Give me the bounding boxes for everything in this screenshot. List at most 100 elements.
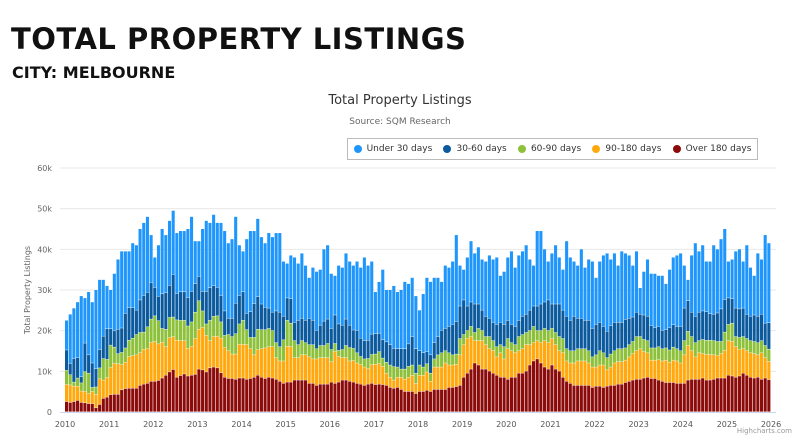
bar-over-180-days — [94, 407, 98, 412]
bar-over-180-days — [79, 402, 83, 412]
bar-30-60-days — [660, 330, 664, 349]
bar-90-180-days — [112, 363, 116, 395]
bar-60-90-days — [248, 337, 252, 349]
legend-item-60-90[interactable]: 60-90 days — [517, 144, 581, 154]
bar-over-180-days — [418, 391, 422, 412]
bar-under-30-days — [87, 292, 91, 355]
bar-90-180-days — [193, 338, 197, 375]
bar-under-30-days — [623, 253, 627, 320]
bar-30-60-days — [270, 312, 274, 331]
bar-under-30-days — [296, 263, 300, 321]
bar-30-60-days — [278, 312, 282, 347]
bar-30-60-days — [373, 333, 377, 354]
bar-under-30-days — [123, 251, 127, 314]
bar-under-30-days — [528, 259, 532, 310]
bar-60-90-days — [701, 339, 705, 354]
bar-90-180-days — [241, 344, 245, 378]
bar-30-60-days — [594, 324, 598, 355]
bar-90-180-days — [638, 348, 642, 380]
bar-30-60-days — [745, 314, 749, 339]
bar-30-60-days — [572, 316, 576, 351]
bar-over-180-days — [267, 377, 271, 412]
bar-under-30-days — [204, 220, 208, 292]
legend-item-over-180[interactable]: Over 180 days — [672, 144, 751, 154]
bar-90-180-days — [65, 384, 69, 402]
bar-90-180-days — [145, 348, 149, 384]
bar-30-60-days — [145, 292, 149, 327]
bar-over-180-days — [737, 376, 741, 412]
bar-60-90-days — [668, 350, 672, 362]
bar-90-180-days — [524, 344, 528, 371]
legend-item-30-60[interactable]: 30-60 days — [443, 144, 507, 154]
bar-90-180-days — [509, 351, 514, 378]
bar-60-90-days — [704, 340, 708, 355]
bar-30-60-days — [451, 324, 455, 355]
bar-60-90-days — [76, 378, 80, 386]
bar-under-30-days — [182, 231, 186, 292]
bar-90-180-days — [160, 342, 164, 378]
bar-30-60-days — [263, 307, 267, 330]
bar-60-90-days — [120, 352, 124, 365]
bar-over-180-days — [381, 384, 385, 412]
bar-over-180-days — [311, 383, 315, 412]
bar-over-180-days — [473, 363, 477, 412]
bar-60-90-days — [587, 351, 591, 363]
bar-over-180-days — [116, 394, 120, 412]
bar-under-30-days — [690, 255, 694, 312]
bar-60-90-days — [458, 338, 462, 355]
bar-90-180-days — [616, 361, 620, 384]
bar-60-90-days — [123, 348, 127, 362]
bar-90-180-days — [87, 393, 91, 404]
bar-over-180-days — [377, 384, 381, 412]
bar-over-180-days — [366, 384, 370, 412]
bar-90-180-days — [267, 346, 271, 378]
y-tick-label: 10k — [37, 367, 52, 376]
bar-90-180-days — [682, 355, 686, 384]
bar-30-60-days — [561, 310, 565, 339]
bar-60-90-days — [616, 348, 620, 362]
bar-30-60-days — [469, 302, 473, 327]
legend-label: 30-60 days — [456, 144, 507, 154]
bar-90-180-days — [704, 354, 708, 380]
bar-over-180-days — [741, 373, 745, 412]
bar-over-180-days — [160, 378, 164, 412]
bar-under-30-days — [145, 216, 149, 293]
bar-under-30-days — [767, 243, 771, 323]
bar-60-90-days — [326, 343, 330, 358]
bar-30-60-days — [348, 325, 352, 348]
legend-item-90-180[interactable]: 90-180 days — [592, 144, 661, 154]
bar-under-30-days — [65, 320, 69, 350]
bar-60-90-days — [329, 349, 333, 362]
x-tick-label: 2025 — [717, 420, 737, 429]
bar-under-30-days — [693, 243, 697, 317]
bar-30-60-days — [620, 322, 624, 349]
bar-60-90-days — [98, 368, 102, 379]
bar-90-180-days — [436, 367, 440, 390]
bar-60-90-days — [373, 354, 377, 365]
bar-60-90-days — [134, 334, 138, 355]
bar-under-30-days — [333, 275, 337, 315]
bar-60-90-days — [623, 348, 627, 360]
bar-30-60-days — [322, 321, 326, 346]
bar-60-90-days — [230, 336, 234, 354]
bar-under-30-days — [377, 281, 381, 334]
highcharts-credit[interactable]: Highcharts.com — [736, 427, 792, 435]
bar-over-180-days — [373, 384, 377, 412]
bar-over-180-days — [223, 377, 227, 412]
bar-30-60-days — [557, 304, 561, 337]
bar-under-30-days — [418, 310, 422, 351]
bar-30-60-days — [318, 325, 322, 346]
bar-60-90-days — [572, 351, 576, 363]
bar-60-90-days — [164, 329, 168, 347]
bar-over-180-days — [543, 367, 547, 412]
bar-under-30-days — [201, 229, 205, 292]
legend-dot-icon — [517, 145, 526, 153]
bar-90-180-days — [708, 354, 712, 380]
bar-over-180-days — [634, 379, 639, 412]
bar-30-60-days — [528, 310, 532, 331]
bar-30-60-days — [616, 322, 620, 349]
bar-90-180-days — [712, 355, 716, 380]
legend-item-under-30[interactable]: Under 30 days — [353, 144, 432, 154]
bar-over-180-days — [326, 384, 330, 412]
bar-60-90-days — [605, 357, 609, 370]
